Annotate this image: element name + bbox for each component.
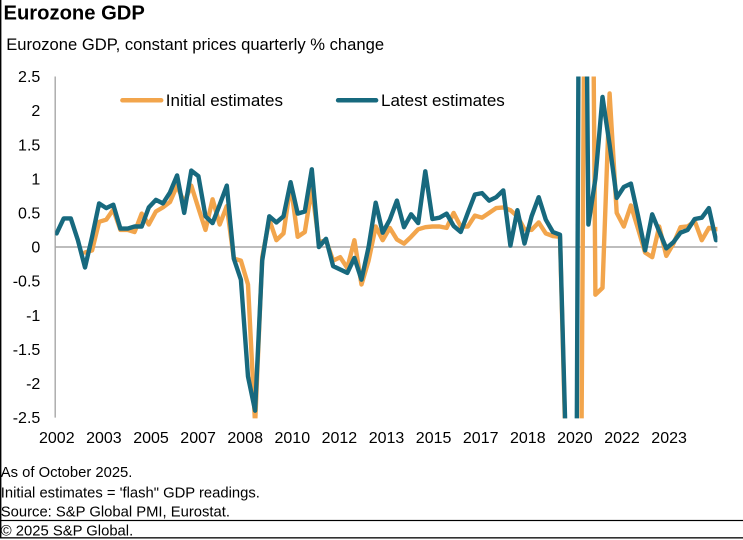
svg-text:Source: S&P Global PMI, Eurost: Source: S&P Global PMI, Eurostat.: [1, 504, 230, 520]
svg-text:Latest estimates: Latest estimates: [381, 91, 505, 110]
svg-text:2010: 2010: [275, 430, 311, 447]
svg-text:© 2025 S&P Global.: © 2025 S&P Global.: [1, 523, 133, 539]
svg-text:0.5: 0.5: [18, 206, 40, 223]
svg-text:-2: -2: [26, 376, 40, 393]
svg-text:2017: 2017: [463, 430, 499, 447]
svg-text:2008: 2008: [227, 430, 263, 447]
svg-text:1.5: 1.5: [18, 137, 40, 154]
svg-text:2015: 2015: [416, 430, 452, 447]
svg-text:2022: 2022: [604, 430, 640, 447]
svg-text:2020: 2020: [557, 430, 593, 447]
svg-text:2.5: 2.5: [18, 69, 40, 86]
svg-text:Initial estimates = 'flash" GD: Initial estimates = 'flash" GDP readings…: [1, 485, 260, 501]
svg-text:-1: -1: [26, 308, 40, 325]
svg-text:-1.5: -1.5: [13, 342, 41, 359]
svg-text:0: 0: [31, 240, 40, 257]
svg-text:2018: 2018: [510, 430, 546, 447]
svg-text:2003: 2003: [86, 430, 122, 447]
svg-text:2: 2: [31, 103, 40, 120]
svg-text:Eurozone GDP: Eurozone GDP: [4, 3, 145, 25]
svg-text:1: 1: [31, 171, 40, 188]
svg-text:2013: 2013: [369, 430, 405, 447]
svg-text:2007: 2007: [180, 430, 216, 447]
svg-text:2012: 2012: [322, 430, 358, 447]
svg-text:2005: 2005: [133, 430, 169, 447]
svg-text:Initial estimates: Initial estimates: [166, 91, 283, 110]
svg-text:-0.5: -0.5: [13, 274, 41, 291]
svg-text:2023: 2023: [651, 430, 687, 447]
svg-text:Eurozone GDP, constant prices: Eurozone GDP, constant prices quarterly …: [6, 35, 384, 54]
svg-text:As of October 2025.: As of October 2025.: [1, 465, 133, 481]
svg-text:-2.5: -2.5: [13, 410, 41, 427]
svg-text:2002: 2002: [39, 430, 75, 447]
